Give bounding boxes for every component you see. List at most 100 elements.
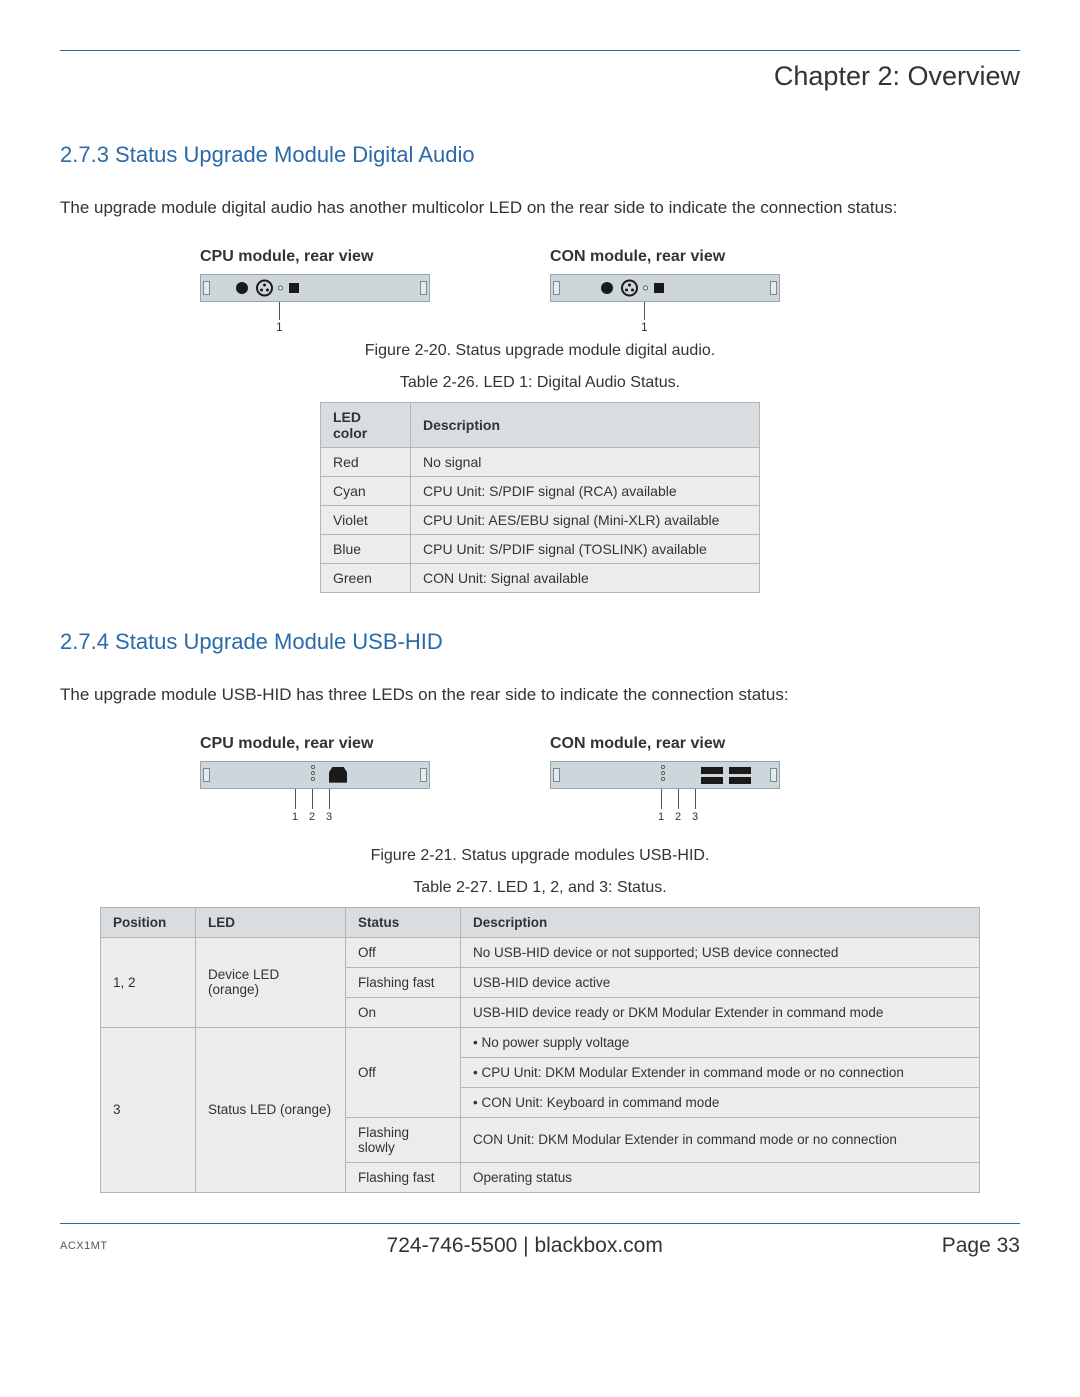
con-module-label: CON module, rear view bbox=[550, 248, 780, 266]
table-row: RedNo signal bbox=[321, 447, 760, 476]
con-module-col: CON module, rear view 1 bbox=[550, 248, 780, 324]
screw-icon bbox=[420, 281, 427, 295]
pointer-line bbox=[279, 302, 280, 320]
usb-b-port-icon bbox=[329, 767, 347, 783]
table-cell-desc: • No power supply voltage bbox=[461, 1027, 980, 1057]
led-icon bbox=[643, 285, 648, 290]
footer-site: blackbox.com bbox=[534, 1234, 662, 1257]
table-cell: Violet bbox=[321, 505, 411, 534]
table-row: 3Status LED (orange)Off• No power supply… bbox=[101, 1027, 980, 1057]
chapter-title: Chapter 2: Overview bbox=[60, 57, 1020, 92]
callout-number: 2 bbox=[675, 811, 681, 823]
pointer-line bbox=[678, 789, 679, 809]
usb-a-port-icon bbox=[729, 777, 751, 784]
table-cell: Red bbox=[321, 447, 411, 476]
table-cell: CPU Unit: S/PDIF signal (RCA) available bbox=[411, 476, 760, 505]
table-cell-status: Flashing fast bbox=[346, 967, 461, 997]
table-row: 1, 2Device LED (orange)OffNo USB-HID dev… bbox=[101, 937, 980, 967]
toslink-port-icon bbox=[289, 283, 299, 293]
table-cell: Blue bbox=[321, 534, 411, 563]
pointer-line bbox=[312, 789, 313, 809]
callout-number: 1 bbox=[276, 320, 283, 334]
con-usb-label: CON module, rear view bbox=[550, 735, 780, 753]
table-cell: CPU Unit: AES/EBU signal (Mini-XLR) avai… bbox=[411, 505, 760, 534]
callout-row: 1 bbox=[550, 302, 780, 324]
table-caption-227: Table 2-27. LED 1, 2, and 3: Status. bbox=[60, 879, 1020, 897]
usb-callouts: 1 2 3 bbox=[550, 789, 780, 829]
con-usb-col: CON module, rear view 1 2 3 bbox=[550, 735, 780, 829]
table-cell-desc: CON Unit: DKM Modular Extender in comman… bbox=[461, 1117, 980, 1162]
screw-icon bbox=[553, 768, 560, 782]
screw-icon bbox=[770, 768, 777, 782]
callout-number: 3 bbox=[326, 811, 332, 823]
toslink-port-icon bbox=[654, 283, 664, 293]
table-row: VioletCPU Unit: AES/EBU signal (Mini-XLR… bbox=[321, 505, 760, 534]
callout-row: 1 bbox=[200, 302, 430, 324]
section-intro-273: The upgrade module digital audio has ano… bbox=[60, 196, 1020, 220]
th-status: Status bbox=[346, 907, 461, 937]
cpu-panel-diagram bbox=[200, 274, 430, 302]
footer-page: Page 33 bbox=[942, 1234, 1020, 1258]
cpu-usb-label: CPU module, rear view bbox=[200, 735, 430, 753]
screw-icon bbox=[553, 281, 560, 295]
xlr-port-icon bbox=[621, 279, 638, 296]
table-cell: No signal bbox=[411, 447, 760, 476]
screw-icon bbox=[770, 281, 777, 295]
usb-hid-diagrams: CPU module, rear view 1 2 3 CON module, … bbox=[60, 735, 1020, 829]
table-cell-status: Off bbox=[346, 1027, 461, 1117]
table-caption-226: Table 2-26. LED 1: Digital Audio Status. bbox=[60, 374, 1020, 392]
usb-callouts: 1 2 3 bbox=[200, 789, 430, 829]
footer-sep: | bbox=[517, 1234, 534, 1257]
footer-phone: 724-746-5500 bbox=[387, 1234, 518, 1257]
table-cell-status: Off bbox=[346, 937, 461, 967]
table-cell-position: 3 bbox=[101, 1027, 196, 1192]
con-usb-panel-diagram bbox=[550, 761, 780, 789]
table-row: GreenCON Unit: Signal available bbox=[321, 563, 760, 592]
usb-a-port-icon bbox=[729, 767, 751, 774]
table-cell: CPU Unit: S/PDIF signal (TOSLINK) availa… bbox=[411, 534, 760, 563]
pointer-line bbox=[644, 302, 645, 320]
table-cell-status: Flashing slowly bbox=[346, 1117, 461, 1162]
section-heading-274: 2.7.4 Status Upgrade Module USB-HID bbox=[60, 629, 1020, 655]
cpu-module-label: CPU module, rear view bbox=[200, 248, 430, 266]
table-cell-desc: USB-HID device active bbox=[461, 967, 980, 997]
table-row: CyanCPU Unit: S/PDIF signal (RCA) availa… bbox=[321, 476, 760, 505]
th-description: Description bbox=[461, 907, 980, 937]
figure-caption-221: Figure 2-21. Status upgrade modules USB-… bbox=[60, 847, 1020, 865]
con-panel-diagram bbox=[550, 274, 780, 302]
callout-number: 2 bbox=[309, 811, 315, 823]
table-cell: Green bbox=[321, 563, 411, 592]
bottom-rule bbox=[60, 1223, 1020, 1234]
led-trio-icon bbox=[661, 765, 665, 781]
th-led-color: LED color bbox=[321, 402, 411, 447]
table-cell-desc: • CPU Unit: DKM Modular Extender in comm… bbox=[461, 1057, 980, 1087]
section-heading-273: 2.7.3 Status Upgrade Module Digital Audi… bbox=[60, 142, 1020, 168]
rca-port-icon bbox=[601, 282, 613, 294]
table-cell-desc: No USB-HID device or not supported; USB … bbox=[461, 937, 980, 967]
table-227: Position LED Status Description 1, 2Devi… bbox=[100, 907, 980, 1193]
callout-number: 1 bbox=[641, 320, 648, 334]
table-cell-led: Status LED (orange) bbox=[196, 1027, 346, 1192]
table-cell-desc: USB-HID device ready or DKM Modular Exte… bbox=[461, 997, 980, 1027]
pointer-line bbox=[295, 789, 296, 809]
callout-number: 1 bbox=[658, 811, 664, 823]
table-cell: Cyan bbox=[321, 476, 411, 505]
pointer-line bbox=[695, 789, 696, 809]
pointer-line bbox=[329, 789, 330, 809]
table-cell-desc: Operating status bbox=[461, 1162, 980, 1192]
table-row: BlueCPU Unit: S/PDIF signal (TOSLINK) av… bbox=[321, 534, 760, 563]
pointer-line bbox=[661, 789, 662, 809]
led-trio-icon bbox=[311, 765, 315, 781]
table-cell-led: Device LED (orange) bbox=[196, 937, 346, 1027]
led-icon bbox=[278, 285, 283, 290]
screw-icon bbox=[203, 768, 210, 782]
table-cell: CON Unit: Signal available bbox=[411, 563, 760, 592]
table-cell-status: On bbox=[346, 997, 461, 1027]
page-footer: ACX1MT 724-746-5500 | blackbox.com Page … bbox=[60, 1234, 1020, 1258]
th-description: Description bbox=[411, 402, 760, 447]
top-rule bbox=[60, 50, 1020, 51]
section-intro-274: The upgrade module USB-HID has three LED… bbox=[60, 683, 1020, 707]
usb-a-port-icon bbox=[701, 767, 723, 774]
digital-audio-diagrams: CPU module, rear view 1 CON module, rear… bbox=[60, 248, 1020, 324]
table-cell-position: 1, 2 bbox=[101, 937, 196, 1027]
